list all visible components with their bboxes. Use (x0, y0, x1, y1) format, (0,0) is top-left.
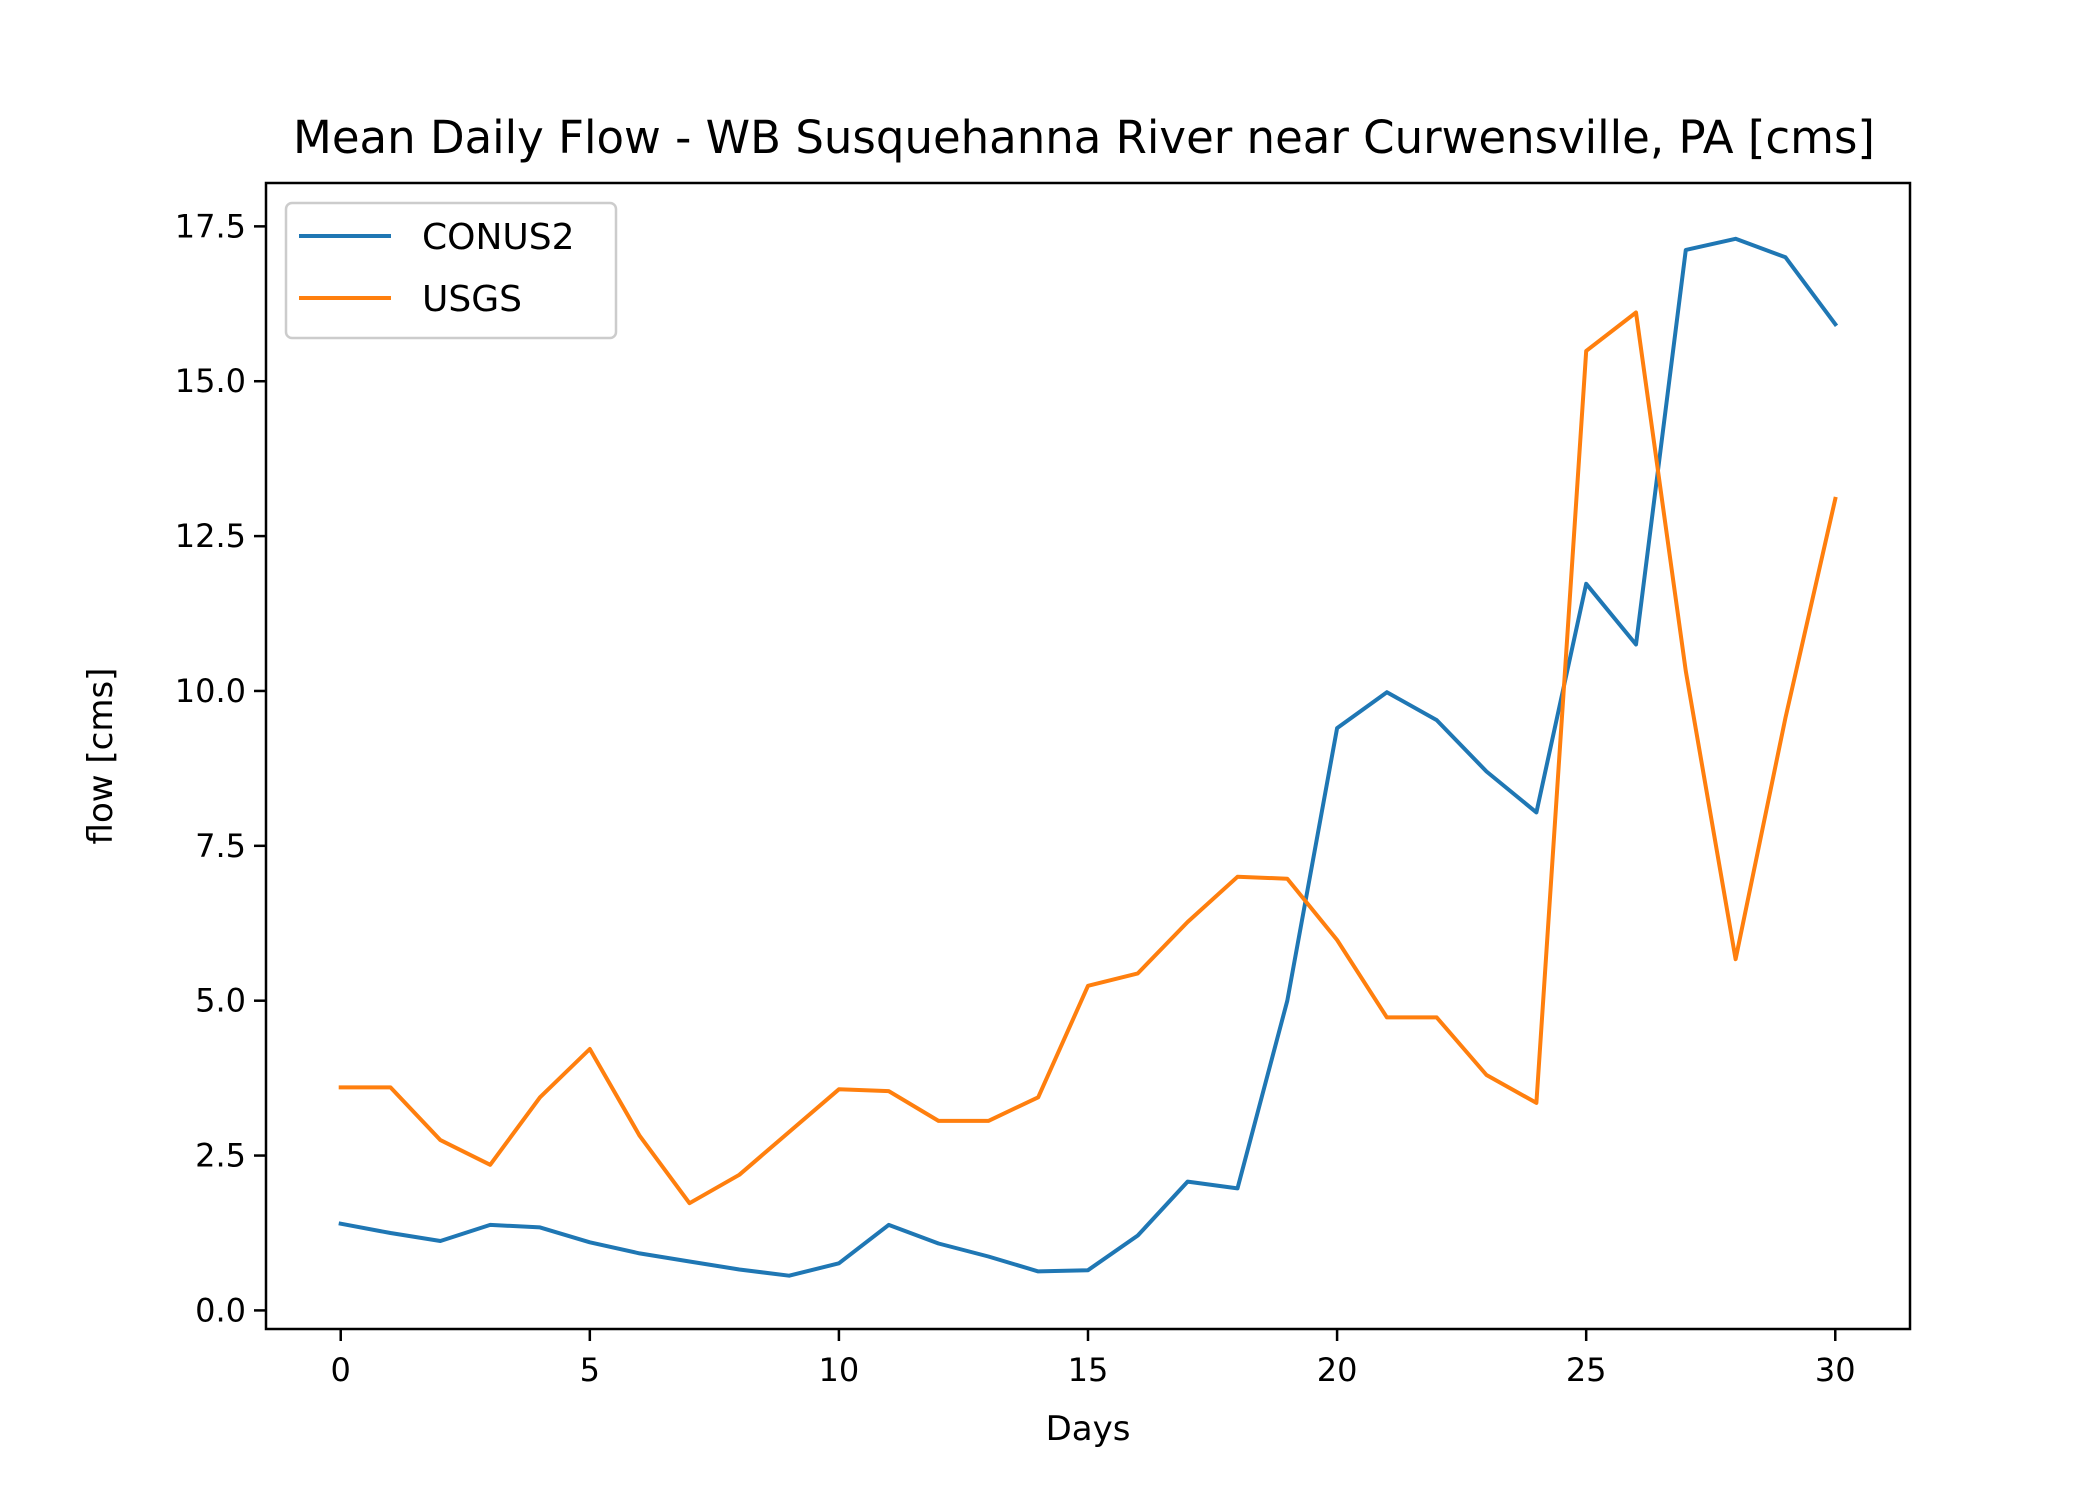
legend: CONUS2 USGS (284, 201, 618, 340)
y-tick-label: 7.5 (195, 827, 246, 865)
y-tick-label: 17.5 (175, 207, 246, 245)
legend-label-conus2: CONUS2 (422, 217, 575, 258)
y-tick-label: 12.5 (175, 517, 246, 555)
x-axis-title: Days (1046, 1409, 1131, 1449)
y-tick-label: 15.0 (175, 362, 246, 400)
x-tick-label: 15 (1068, 1351, 1109, 1389)
y-tick-label: 0.0 (195, 1291, 246, 1329)
y-tick-label: 10.0 (175, 672, 246, 710)
x-tick-label: 5 (580, 1351, 600, 1389)
x-tick-label: 25 (1566, 1351, 1607, 1389)
series-line-usgs (338, 310, 1838, 1206)
y-axis: 0.0 2.5 5.0 7.5 10.0 12.5 15.0 17.5 (175, 207, 266, 1329)
y-axis-title: flow [cms] (81, 668, 121, 845)
series-line-conus2 (338, 236, 1839, 1278)
x-tick-label: 0 (331, 1351, 351, 1389)
y-tick-label: 5.0 (195, 982, 246, 1020)
x-tick-label: 10 (819, 1351, 860, 1389)
x-tick-label: 20 (1317, 1351, 1358, 1389)
x-tick-label: 30 (1815, 1351, 1856, 1389)
y-tick-label: 2.5 (195, 1137, 246, 1175)
chart-title: Mean Daily Flow - WB Susquehanna River n… (293, 111, 1875, 164)
legend-label-usgs: USGS (422, 279, 522, 320)
series-layer (338, 236, 1839, 1278)
x-axis: 0 5 10 15 20 25 30 (331, 1329, 1856, 1389)
